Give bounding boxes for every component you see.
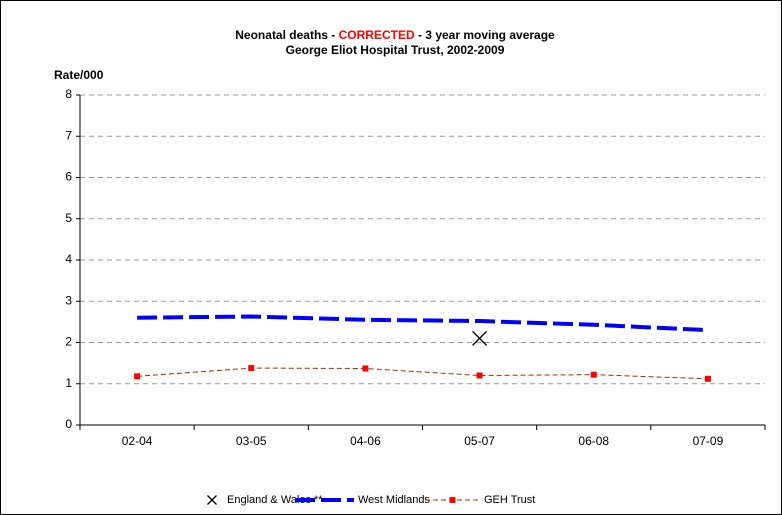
x-tick-label: 03-05 — [236, 434, 267, 448]
marker-x-path — [207, 495, 217, 505]
title-part: - 3 year moving average — [415, 28, 555, 42]
marker-square — [704, 375, 711, 382]
y-axis-label: Rate/000 — [54, 68, 104, 82]
y-tick-label: 5 — [65, 211, 72, 225]
legend-square — [449, 497, 456, 503]
y-tick-label: 8 — [65, 87, 72, 101]
y-tick-label: 6 — [65, 170, 72, 184]
marker-square — [476, 372, 483, 379]
marker-square — [248, 365, 255, 372]
series-line — [137, 367, 708, 380]
y-tick-label: 3 — [65, 293, 72, 307]
series-line — [137, 314, 709, 333]
x-tick-label: 02-04 — [122, 434, 153, 448]
marker-x — [472, 330, 488, 346]
y-tick-label: 4 — [65, 252, 72, 266]
marker-x-path — [472, 330, 488, 346]
chart-subtitle: George Eliot Hospital Trust, 2002-2009 — [286, 43, 505, 57]
marker-x — [207, 495, 217, 505]
legend-label: England & Wales ** — [227, 494, 323, 506]
y-tick-label: 7 — [65, 128, 72, 142]
x-tick-label: 04-06 — [350, 434, 381, 448]
marker-square — [590, 371, 597, 378]
y-tick-label: 2 — [65, 335, 72, 349]
legend-label: GEH Trust — [484, 494, 535, 506]
legend-label: West Midlands — [358, 494, 430, 506]
x-tick-label: 07-09 — [693, 434, 724, 448]
marker-square — [362, 365, 369, 372]
marker-square — [134, 373, 141, 380]
title-part: CORRECTED — [339, 28, 415, 42]
chart-title: Neonatal deaths - CORRECTED - 3 year mov… — [235, 28, 555, 42]
y-tick-label: 0 — [65, 417, 72, 431]
y-tick-label: 1 — [65, 376, 72, 390]
x-tick-label: 05-07 — [464, 434, 495, 448]
x-tick-label: 06-08 — [578, 434, 609, 448]
title-part: Neonatal deaths - — [235, 28, 338, 42]
